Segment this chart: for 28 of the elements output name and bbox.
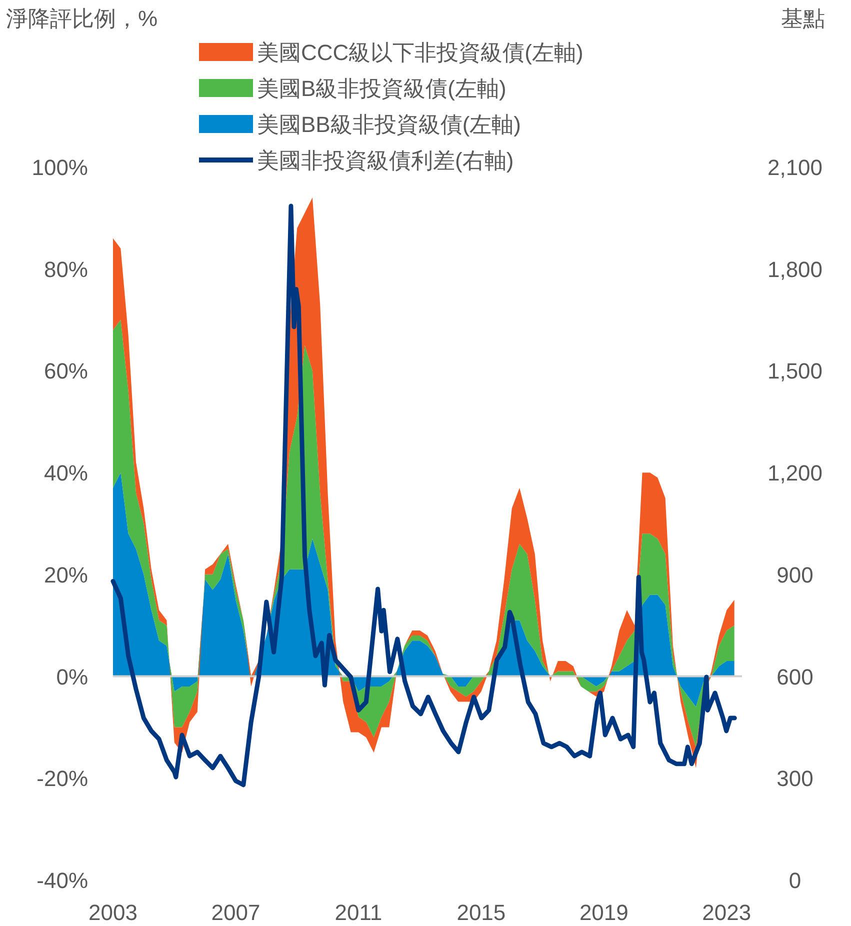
y-tick-label: -40% (36, 868, 88, 893)
legend-label: 美國B級非投資級債(左軸) (257, 76, 506, 101)
y2-tick-label: 900 (776, 562, 814, 588)
y-tick-label: 0% (56, 664, 88, 690)
y2-tick-label: 0 (788, 868, 802, 893)
y2-tick-label: 2,100 (767, 155, 823, 180)
text: 淨降評比例，% (6, 6, 158, 31)
y2-tick-label: 1,800 (767, 256, 823, 282)
y2-tick-label: 300 (776, 766, 814, 792)
x-tick-label: 2011 (334, 900, 382, 925)
legend-label: 美國非投資級債利差(右軸) (257, 148, 514, 173)
x-tick-label: 2019 (579, 900, 628, 925)
x-tick-label: 2015 (456, 900, 506, 925)
y-tick-label: 80% (44, 256, 88, 282)
y-tick-label: 60% (44, 358, 88, 384)
y-tick-label: 40% (44, 460, 88, 486)
y2-tick-label: 1,500 (767, 358, 823, 384)
legend-label: 美國CCC級以下非投資級債(左軸) (257, 40, 584, 65)
x-tick-label: 2003 (88, 900, 138, 925)
y-tick-label: 20% (44, 562, 88, 588)
y-tick-label: -20% (36, 766, 88, 792)
y2-tick-label: 600 (776, 664, 814, 690)
y2-tick-label: 1,200 (767, 460, 823, 486)
legend-label: 美國BB級非投資級債(左軸) (257, 112, 521, 137)
x-tick-label: 2007 (211, 900, 260, 925)
x-tick-label: 2023 (702, 900, 752, 925)
y-tick-label: 100% (32, 155, 88, 180)
text: 基點 (781, 6, 825, 31)
